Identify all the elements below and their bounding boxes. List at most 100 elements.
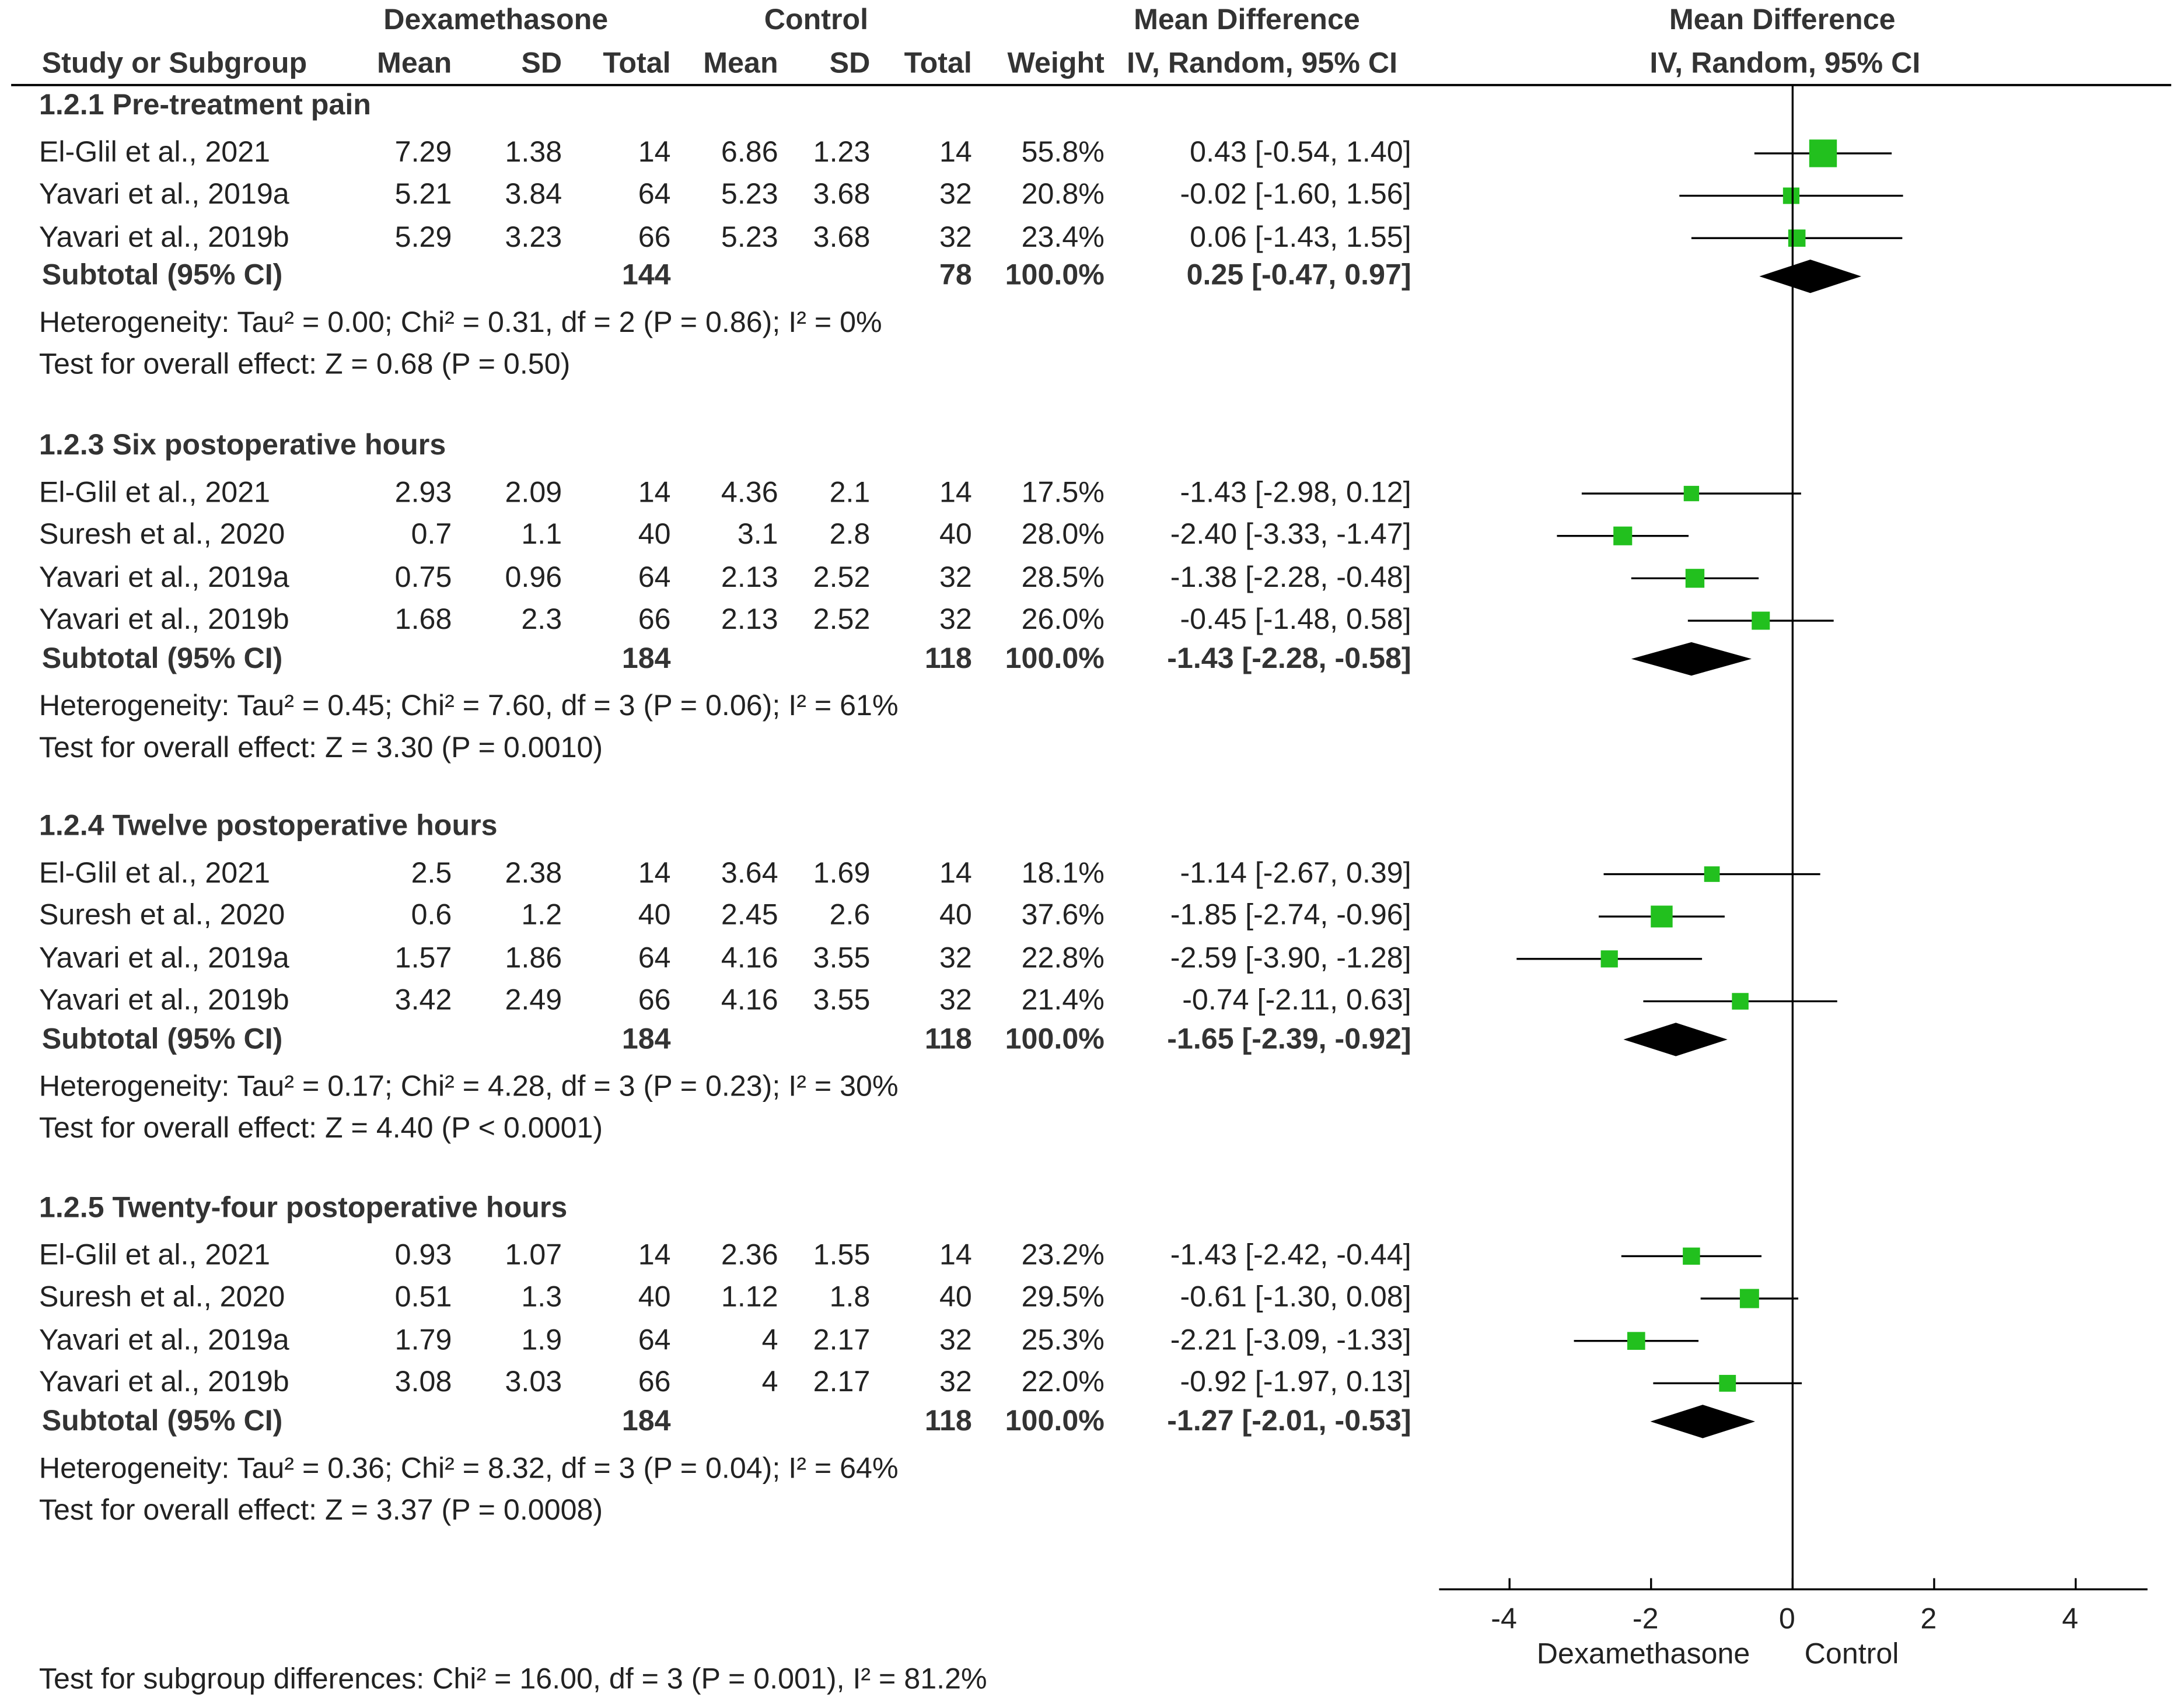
subtotal-n2: 118 <box>924 1023 972 1055</box>
cell-mean2: 2.13 <box>721 604 778 636</box>
cell-mean1: 1.57 <box>394 942 452 975</box>
study-square <box>1809 139 1837 167</box>
cell-sd1: 1.1 <box>521 519 562 551</box>
cell-weight: 29.5% <box>1021 1282 1105 1314</box>
summary-diamond <box>1759 260 1861 293</box>
heterogeneity-stats: Heterogeneity: Tau² = 0.00; Chi² = 0.31,… <box>39 307 882 340</box>
heterogeneity-stats: Heterogeneity: Tau² = 0.36; Chi² = 8.32,… <box>39 1452 899 1485</box>
subtotal-n2: 78 <box>939 259 972 292</box>
cell-n2: 14 <box>939 857 972 890</box>
subtotal-n2: 118 <box>924 1405 972 1437</box>
cell-weight: 28.0% <box>1021 519 1105 551</box>
cell-mean2: 5.23 <box>721 221 778 254</box>
study-ci: 0.06 [-1.43, 1.55] <box>1190 221 1411 254</box>
overall-effect-test: Test for overall effect: Z = 3.37 (P = 0… <box>39 1494 603 1527</box>
cell-sd1: 3.23 <box>505 221 562 254</box>
cell-n2: 32 <box>939 1366 972 1399</box>
study-name: Suresh et al., 2020 <box>39 900 285 932</box>
cell-n2: 40 <box>939 900 972 932</box>
study-name: Yavari et al., 2019b <box>39 1366 289 1399</box>
subtotal-label: Subtotal (95% CI) <box>41 642 283 674</box>
study-square <box>1719 1374 1736 1392</box>
cell-sd1: 1.9 <box>521 1324 562 1356</box>
cell-n2: 14 <box>939 477 972 509</box>
study-name: El-Glil et al., 2021 <box>39 477 271 509</box>
cell-mean1: 5.21 <box>394 178 452 211</box>
cell-n2: 40 <box>939 519 972 551</box>
cell-sd2: 2.52 <box>813 561 871 594</box>
study-name: El-Glil et al., 2021 <box>39 1239 271 1272</box>
study-square <box>1683 485 1700 502</box>
cell-mean1: 0.75 <box>394 561 452 594</box>
study-ci: -1.85 [-2.74, -0.96] <box>1170 900 1411 932</box>
header-group1: Dexamethasone <box>383 4 609 37</box>
study-name: Yavari et al., 2019a <box>39 942 289 975</box>
study-square <box>1683 1247 1700 1265</box>
subtotal-weight: 100.0% <box>1005 1405 1105 1437</box>
x-tick-label: -2 <box>1633 1602 1659 1635</box>
study-square <box>1704 866 1720 882</box>
cell-n2: 32 <box>939 561 972 594</box>
cell-mean2: 4 <box>761 1366 778 1399</box>
cell-sd2: 2.52 <box>813 604 871 636</box>
subgroup-differences-test: Test for subgroup differences: Chi² = 16… <box>39 1663 987 1696</box>
cell-n1: 14 <box>638 477 671 509</box>
summary-diamond <box>1650 1405 1756 1438</box>
study-name: Yavari et al., 2019b <box>39 221 289 254</box>
subtotal-ci: 0.25 [-0.47, 0.97] <box>1186 259 1411 292</box>
subtotal-ci: -1.27 [-2.01, -0.53] <box>1167 1405 1411 1437</box>
x-tick-label: 2 <box>1920 1602 1937 1635</box>
subgroup-title: 1.2.5 Twenty-four postoperative hours <box>39 1192 568 1224</box>
header-weight: Weight <box>1007 47 1105 80</box>
cell-sd1: 1.38 <box>505 136 562 169</box>
subtotal-n1: 144 <box>621 259 671 292</box>
study-square <box>1685 569 1705 588</box>
overall-effect-test: Test for overall effect: Z = 3.30 (P = 0… <box>39 731 603 764</box>
study-square <box>1788 229 1806 247</box>
study-name: El-Glil et al., 2021 <box>39 136 271 169</box>
header-method: IV, Random, 95% CI <box>1127 47 1398 80</box>
cell-mean2: 2.45 <box>721 900 778 932</box>
cell-weight: 25.3% <box>1021 1324 1105 1356</box>
header-total2: Total <box>904 47 972 80</box>
study-ci: -1.38 [-2.28, -0.48] <box>1170 561 1411 594</box>
study-ci: 0.43 [-0.54, 1.40] <box>1190 136 1411 169</box>
header-study: Study or Subgroup <box>41 47 307 80</box>
cell-n1: 66 <box>638 1366 671 1399</box>
study-square <box>1651 905 1673 928</box>
cell-n2: 32 <box>939 178 972 211</box>
study-square <box>1600 950 1618 968</box>
cell-mean1: 1.79 <box>394 1324 452 1356</box>
cell-mean2: 3.64 <box>721 857 778 890</box>
cell-n2: 40 <box>939 1282 972 1314</box>
cell-sd1: 2.09 <box>505 477 562 509</box>
cell-sd2: 1.69 <box>813 857 871 890</box>
study-name: Yavari et al., 2019a <box>39 178 289 211</box>
cell-n2: 32 <box>939 604 972 636</box>
header-plot-method: IV, Random, 95% CI <box>1649 47 1921 80</box>
cell-sd2: 2.17 <box>813 1324 871 1356</box>
cell-n1: 66 <box>638 604 671 636</box>
cell-mean1: 2.5 <box>411 857 452 890</box>
cell-n2: 32 <box>939 942 972 975</box>
cell-n1: 40 <box>638 519 671 551</box>
cell-weight: 18.1% <box>1021 857 1105 890</box>
header-sd2: SD <box>829 47 871 80</box>
cell-sd2: 3.55 <box>813 942 871 975</box>
cell-n1: 14 <box>638 857 671 890</box>
study-ci: -0.92 [-1.97, 0.13] <box>1180 1366 1411 1399</box>
cell-n1: 66 <box>638 221 671 254</box>
cell-sd2: 1.8 <box>829 1282 871 1314</box>
subtotal-n1: 184 <box>621 1023 671 1055</box>
study-ci: -0.61 [-1.30, 0.08] <box>1180 1282 1411 1314</box>
study-name: Yavari et al., 2019a <box>39 1324 289 1356</box>
cell-mean1: 7.29 <box>394 136 452 169</box>
subtotal-n1: 184 <box>621 642 671 674</box>
study-square <box>1739 1289 1759 1308</box>
summary-diamond <box>1623 1023 1728 1056</box>
cell-mean1: 0.6 <box>411 900 452 932</box>
cell-mean2: 1.12 <box>721 1282 778 1314</box>
cell-mean1: 1.68 <box>394 604 452 636</box>
cell-weight: 17.5% <box>1021 477 1105 509</box>
